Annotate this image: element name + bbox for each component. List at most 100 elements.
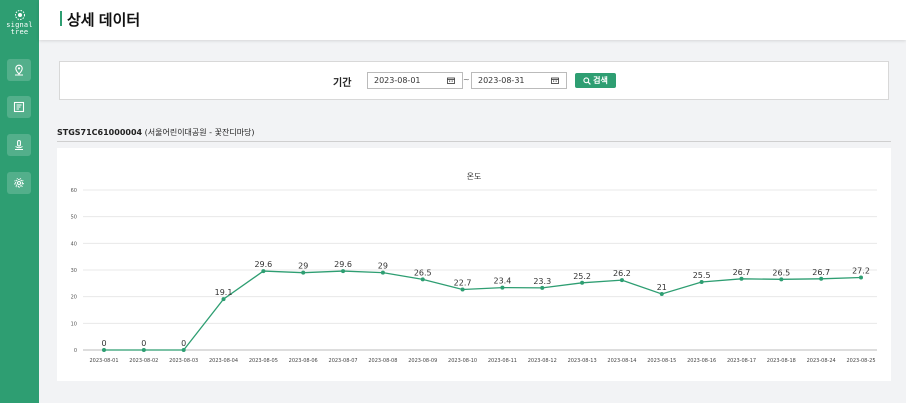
data-point[interactable] (341, 269, 346, 274)
y-tick-label: 10 (71, 321, 77, 327)
data-point[interactable] (779, 277, 784, 282)
y-tick-label: 60 (71, 188, 77, 194)
data-label: 22.7 (454, 278, 472, 287)
data-label: 25.5 (693, 271, 711, 280)
y-tick-label: 40 (71, 241, 77, 247)
data-point[interactable] (380, 270, 385, 275)
x-tick-label: 2023-08-15 (647, 358, 676, 364)
x-tick-label: 2023-08-08 (368, 358, 397, 364)
data-label: 27.2 (852, 266, 870, 275)
x-tick-label: 2023-08-02 (129, 358, 158, 364)
station-divider (57, 141, 891, 142)
data-label: 21 (657, 283, 667, 292)
start-date-value: 2023-08-01 (374, 76, 421, 85)
x-tick-label: 2023-08-13 (568, 358, 597, 364)
period-label: 기간 (333, 78, 352, 89)
x-tick-label: 2023-08-04 (209, 358, 238, 364)
data-point[interactable] (859, 275, 863, 280)
y-tick-label: 20 (71, 295, 77, 301)
sidebar-item-map[interactable] (7, 59, 31, 81)
data-label: 23.3 (533, 277, 551, 286)
data-point[interactable] (181, 348, 186, 352)
data-point[interactable] (739, 276, 744, 281)
x-tick-label: 2023-08-06 (289, 358, 318, 364)
chart-title: 온도 (467, 172, 482, 181)
x-tick-label: 2023-08-05 (249, 358, 278, 364)
data-label: 26.2 (613, 269, 631, 278)
x-tick-label: 2023-08-09 (408, 358, 437, 364)
sidebar-item-data[interactable] (7, 96, 31, 118)
x-tick-label: 2023-08-18 (767, 358, 796, 364)
data-label: 0 (101, 339, 106, 348)
x-tick-label: 2023-08-07 (329, 358, 358, 364)
data-point[interactable] (420, 277, 425, 282)
station-info: STGS71C61000004 (서울어린이대공원 - 꽃잔디마당) (57, 127, 255, 138)
data-label: 29.6 (334, 260, 352, 269)
x-tick-label: 2023-08-11 (488, 358, 517, 364)
data-label: 26.5 (414, 268, 432, 277)
search-button-label: 검색 (593, 76, 608, 85)
data-label: 29 (378, 262, 388, 271)
series-line (104, 270, 862, 351)
data-point[interactable] (500, 285, 505, 290)
data-label: 29 (298, 262, 308, 271)
brand-logo[interactable]: signal tree (0, 8, 39, 36)
data-point[interactable] (261, 269, 266, 274)
sidebar-item-settings[interactable] (7, 172, 31, 194)
calendar-icon[interactable] (551, 77, 559, 84)
end-date-value: 2023-08-31 (478, 76, 525, 85)
y-tick-label: 50 (71, 215, 77, 221)
page-title: 상세 데이터 (67, 12, 141, 29)
data-label: 26.7 (812, 268, 830, 277)
x-tick-label: 2023-08-16 (687, 358, 716, 364)
data-point[interactable] (301, 270, 306, 275)
x-tick-label: 2023-08-24 (807, 358, 836, 364)
data-point[interactable] (102, 348, 106, 352)
station-code: STGS71C61000004 (57, 128, 143, 137)
search-icon (583, 76, 591, 85)
data-point[interactable] (580, 280, 585, 285)
x-tick-label: 2023-08-25 (846, 358, 875, 364)
data-point[interactable] (460, 287, 465, 292)
start-date-input[interactable]: 2023-08-01 (367, 72, 463, 89)
data-point[interactable] (659, 292, 664, 296)
data-point[interactable] (540, 285, 545, 290)
brand-line1: signal (6, 21, 33, 29)
data-label: 0 (141, 339, 146, 348)
title-accent-bar (60, 11, 62, 26)
temperature-chart: 온도 0 10 20 30 40 50 60 2023-08-01 2023-08-02 2023… (71, 172, 877, 364)
x-tick-label: 2023-08-03 (169, 358, 198, 364)
end-date-input[interactable]: 2023-08-31 (471, 72, 567, 89)
data-label: 19.1 (215, 288, 233, 297)
x-tick-label: 2023-08-17 (727, 358, 756, 364)
data-label: 25.2 (573, 272, 591, 281)
calendar-icon[interactable] (447, 77, 455, 84)
station-name: (서울어린이대공원 - 꽃잔디마당) (144, 128, 255, 137)
sidebar-item-sensor[interactable] (7, 134, 31, 156)
data-label: 26.5 (772, 268, 790, 277)
x-tick-label: 2023-08-10 (448, 358, 477, 364)
data-point[interactable] (141, 348, 146, 352)
top-header: 상세 데이터 (39, 0, 906, 40)
data-point[interactable] (619, 278, 624, 283)
data-label: 26.7 (733, 268, 751, 277)
x-tick-label: 2023-08-14 (607, 358, 636, 364)
data-point[interactable] (819, 276, 824, 281)
data-point[interactable] (699, 280, 704, 284)
location-pin-icon (15, 64, 23, 76)
search-button[interactable]: 검색 (575, 73, 616, 88)
sensor-icon (15, 139, 23, 150)
search-panel: 기간 2023-08-01 ~ 2023-08-31 검색 (59, 61, 889, 100)
gear-icon (14, 178, 24, 188)
y-tick-label: 30 (71, 268, 77, 274)
logo-mark-icon (14, 10, 25, 20)
data-label: 29.6 (254, 260, 272, 269)
data-label: 23.4 (494, 277, 512, 286)
document-list-icon (13, 101, 25, 113)
data-point[interactable] (221, 297, 226, 302)
brand-line2: tree (10, 28, 29, 36)
date-range-separator: ~ (463, 75, 470, 84)
sidebar: signal tree (0, 0, 39, 403)
y-tick-label: 0 (74, 348, 77, 354)
data-label: 0 (181, 339, 186, 348)
